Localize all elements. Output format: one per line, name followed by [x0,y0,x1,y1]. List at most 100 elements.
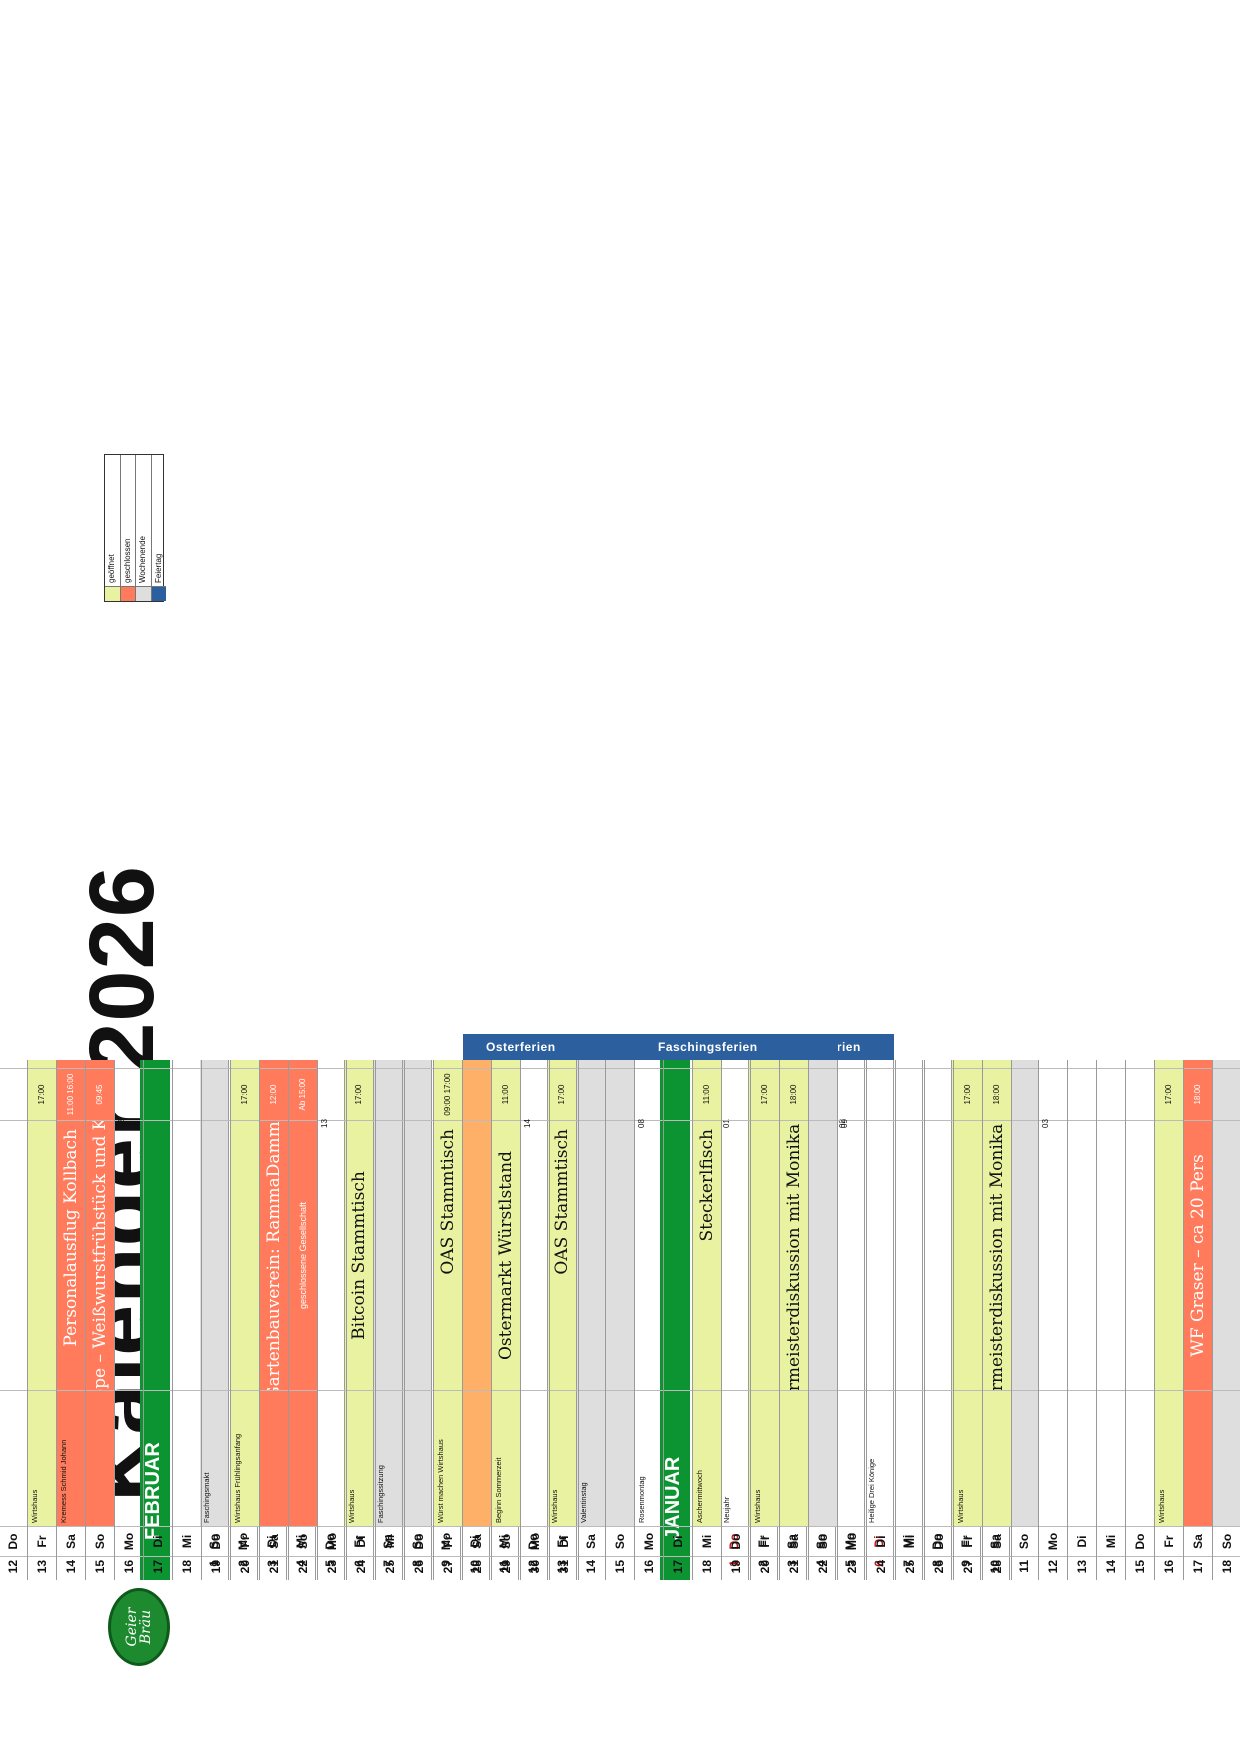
row-edge [463,1060,491,1068]
event-time [722,1068,750,1120]
day-row: 19 Do [202,1060,231,1580]
event-cell [809,1120,837,1390]
row-edge [492,1060,520,1068]
day-row: 12 Do [0,1060,28,1580]
day-note [86,1390,114,1526]
event-time: 17:00 [954,1068,982,1120]
event-time: 12:00 [260,1068,288,1120]
day-row: 17 Di [144,1060,173,1580]
day-number: 13 [28,1556,56,1580]
event-time [635,1068,663,1120]
day-row: 15 So [606,1060,635,1580]
day-number: 20 [751,1556,779,1580]
day-note [550,1390,578,1526]
weekday: Sa [463,1526,491,1556]
day-note [318,1390,346,1526]
day-number: 24 [347,1556,375,1580]
day-number: 21 [260,1556,288,1580]
day-note: Rosenmontag [635,1390,663,1526]
day-row: 20 Fr Wirtshaus 17:00 [751,1060,780,1580]
event-cell: Personalausflug Kollbach [57,1120,85,1390]
event-cell [1010,1120,1038,1390]
row-edge [1213,1060,1240,1068]
event-cell [347,1120,375,1390]
day-note [896,1390,924,1526]
row-edge [1097,1060,1125,1068]
event-time [1126,1068,1154,1120]
weekday: Mo [635,1526,663,1556]
event-time: 11:00 16:00 [57,1068,85,1120]
weekday: Mi [896,1526,924,1556]
day-note [722,1390,750,1526]
week-number: 13 [320,1119,329,1128]
day-note [521,1390,549,1526]
row-edge [954,1060,982,1068]
day-note [347,1390,375,1526]
weekday: Fr [954,1526,982,1556]
row-edge [202,1060,230,1068]
day-number: 12 [0,1556,27,1580]
event-time [376,1068,404,1120]
weekday: Di [1068,1526,1096,1556]
weekday: Mo [521,1526,549,1556]
weekday: Do [925,1526,953,1556]
day-row: 16 Mo Rosenmontag 08 [635,1060,664,1580]
week-number: 12 [117,1119,126,1128]
day-number: 15 [1126,1556,1154,1580]
row-edge [751,1060,779,1068]
weekday: So [492,1526,520,1556]
month-3: MÄRZOsterferien1So2Mo103Di4Mi5Do6FrWirts… [0,580,579,1580]
event-cell [144,1120,172,1390]
day-row: 24 Di [867,1060,896,1580]
event-cell [0,1120,27,1390]
day-note: Wirtshaus [751,1390,779,1526]
day-number: 27 [434,1556,462,1580]
weekday: Fr [28,1526,56,1556]
day-number: 17 [1184,1556,1212,1580]
event-time [925,1068,953,1120]
day-row: 25 Mi [376,1060,405,1580]
day-note [1126,1390,1154,1526]
day-row: 19 Do [722,1060,751,1580]
day-number: 15 [606,1556,634,1580]
day-number: 18 [693,1556,721,1580]
row-edge [144,1060,172,1068]
event-time: 17:00 [231,1068,259,1120]
day-row: 16 Fr Wirtshaus 17:00 [1155,1060,1184,1580]
event-cell [463,1120,491,1390]
event-cell: Gartenbauverein: RammaDamma [260,1120,288,1390]
day-number: 13 [1068,1556,1096,1580]
day-note: Wirtshaus [954,1390,982,1526]
event-title: Laufgruppe – Weißwurstfrühstück und Käse… [90,1120,110,1390]
row-edge [1068,1060,1096,1068]
legend-item: Wochenende [136,455,152,601]
day-number: 23 [838,1556,866,1580]
row-edge [1010,1060,1038,1068]
event-cell [1068,1120,1096,1390]
legend-label: geschlossen [122,538,132,583]
event-cell: WF Graser – ca 20 Pers [1184,1120,1212,1390]
event-cell [896,1120,924,1390]
event-cell [173,1120,201,1390]
day-row: 15 Do [1126,1060,1155,1580]
event-time [521,1068,549,1120]
day-number: 28 [983,1556,1011,1580]
weekday: Do [405,1526,433,1556]
event-time [550,1068,578,1120]
weekday: Di [347,1526,375,1556]
event-time: 18:00 [983,1068,1011,1120]
event-cell [376,1120,404,1390]
row-edge [1039,1060,1067,1068]
event-cell [838,1120,866,1390]
day-row: 23 Mo 13 [318,1060,347,1580]
event-time [809,1068,837,1120]
event-cell [521,1120,549,1390]
row-edge [722,1060,750,1068]
event-time [1010,1068,1038,1120]
event-time [318,1068,346,1120]
holiday-band: Faschingsferien [577,1034,838,1060]
weekday: So [289,1526,317,1556]
day-row: 14 Mi [1097,1060,1126,1580]
event-time: 11:00 [693,1068,721,1120]
